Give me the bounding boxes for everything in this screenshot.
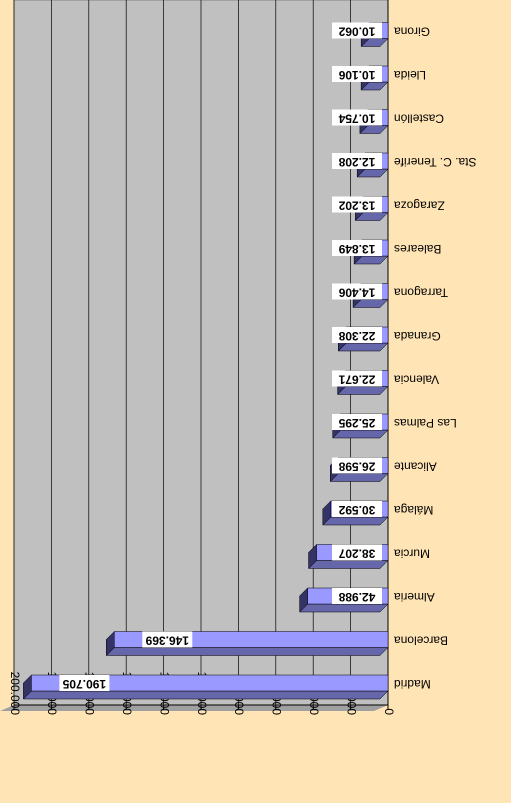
value-label: 38.207 <box>338 546 375 560</box>
value-label: 10.062 <box>338 24 375 38</box>
y-tick-label: Almeria <box>394 590 435 604</box>
bar-top <box>322 516 389 526</box>
y-tick-label: Valencia <box>394 372 439 386</box>
y-tick-label: Tarragona <box>394 285 448 299</box>
value-label-box <box>142 631 193 648</box>
bar-top <box>329 473 389 482</box>
bar-top <box>332 429 389 439</box>
value-label-box <box>332 196 382 213</box>
wall-top <box>0 705 388 711</box>
x-tick-label: 0 <box>382 708 396 715</box>
x-tick-label: 200.000 <box>8 672 22 716</box>
value-label-box <box>332 66 382 82</box>
value-label: 25.295 <box>338 416 375 430</box>
value-label: 190.705 <box>62 677 106 691</box>
y-tick-label: Málaga <box>394 503 434 517</box>
y-tick-label: Murcia <box>394 546 430 560</box>
y-tick-label: Sta. C. Tenerife <box>394 155 477 169</box>
value-label-box <box>332 544 382 561</box>
value-label: 22.671 <box>338 372 375 386</box>
bar-top <box>299 603 389 613</box>
y-tick-label: Baleares <box>394 242 441 256</box>
y-tick-label: Las Palmas <box>394 416 457 430</box>
value-label: 13.849 <box>338 242 375 256</box>
value-label: 10.754 <box>338 111 375 125</box>
value-label-box <box>332 370 382 387</box>
value-label-box <box>332 283 382 300</box>
y-tick-label: Zaragoza <box>394 198 445 212</box>
y-tick-label: Madrid <box>394 677 431 691</box>
value-label: 146.369 <box>145 633 189 647</box>
y-tick-label: Lleida <box>394 68 426 82</box>
bar-top <box>22 690 389 700</box>
bar <box>31 674 389 692</box>
value-label-box <box>332 240 382 256</box>
value-label: 26.598 <box>338 459 375 473</box>
value-label: 14.406 <box>338 285 375 299</box>
value-label-box <box>332 22 382 39</box>
value-label-box <box>332 457 382 474</box>
y-tick-label: Girona <box>394 24 430 38</box>
bar-top <box>105 647 389 656</box>
value-label-box <box>332 414 382 430</box>
value-label-box <box>332 327 382 343</box>
value-label-box <box>332 588 382 604</box>
plot-group: 020.00040.00060.00080.000100.000120.0001… <box>0 0 477 715</box>
y-tick-label: Castellón <box>394 111 444 125</box>
value-label-box <box>59 675 110 691</box>
value-label-box <box>332 501 382 517</box>
value-label-box <box>332 153 382 169</box>
value-label: 42.988 <box>338 590 375 604</box>
y-tick-label: Barcelona <box>394 633 448 647</box>
value-label: 22.308 <box>338 329 375 343</box>
bar-top <box>337 342 389 352</box>
value-label-box <box>332 109 382 126</box>
bar-top <box>337 386 389 395</box>
y-tick-label: Alicante <box>394 459 437 473</box>
value-label: 13.202 <box>338 198 375 212</box>
bar-top <box>307 560 389 569</box>
y-tick-label: Granada <box>394 329 441 343</box>
value-label: 12.208 <box>338 155 375 169</box>
value-label: 30.592 <box>338 503 375 517</box>
value-label: 10.106 <box>338 68 375 82</box>
